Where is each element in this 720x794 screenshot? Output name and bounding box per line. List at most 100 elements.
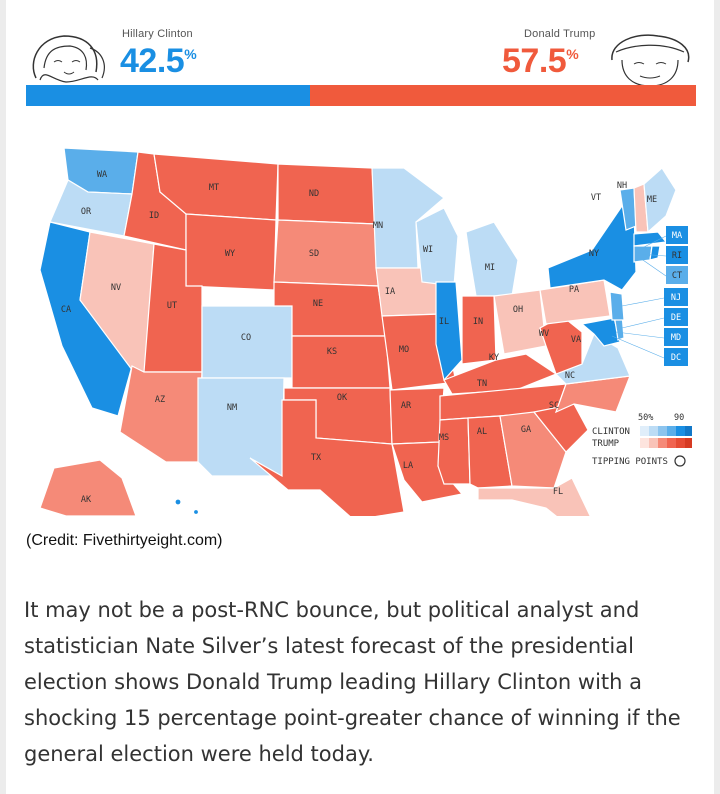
label-de: DE [671, 313, 681, 323]
label-co: CO [241, 333, 251, 343]
state-nc[interactable] [554, 375, 631, 414]
label-nc: NC [565, 371, 575, 381]
legend-clinton: CLINTON [592, 427, 630, 437]
state-md[interactable] [580, 317, 621, 347]
state-hi[interactable] [174, 498, 182, 506]
label-tn: TN [477, 379, 487, 389]
legend-trump: TRUMP [592, 439, 620, 449]
label-nh: NH [617, 181, 627, 191]
label-sc: SC [549, 401, 559, 411]
label-me: ME [647, 195, 657, 205]
state-ak[interactable] [39, 459, 137, 516]
state-ct[interactable] [633, 245, 653, 263]
state-az[interactable] [119, 365, 203, 463]
label-ma: MA [672, 231, 682, 241]
label-ks: KS [327, 347, 337, 357]
legend-scale-high: 90 [674, 413, 684, 423]
label-wv: WV [539, 329, 549, 339]
label-sd: SD [309, 249, 319, 259]
state-hi-2[interactable] [192, 508, 200, 516]
legend-trump-scale [640, 438, 692, 448]
label-mo: MO [399, 345, 409, 355]
label-md: MD [671, 333, 681, 343]
label-mn: MN [373, 221, 383, 231]
label-nm: NM [227, 403, 237, 413]
trump-name: Donald Trump [524, 28, 596, 40]
state-nm[interactable] [197, 377, 285, 477]
state-wi[interactable] [415, 207, 459, 287]
state-fl[interactable] [477, 477, 594, 516]
label-in: IN [473, 317, 483, 327]
label-ca: CA [61, 305, 71, 315]
label-fl: FL [553, 487, 563, 497]
state-wv[interactable] [539, 315, 583, 375]
state-al[interactable] [467, 415, 513, 489]
legend-tipping-points: TIPPING POINTS [592, 457, 668, 467]
left-gutter [0, 0, 6, 794]
label-mt: MT [209, 183, 219, 193]
label-or: OR [81, 207, 92, 217]
label-ky: KY [489, 353, 499, 363]
label-wi: WI [423, 245, 433, 255]
state-nd[interactable] [277, 163, 377, 225]
label-nd: ND [309, 189, 319, 199]
article-paragraph: It may not be a post-RNC bounce, but pol… [24, 598, 681, 766]
label-al: AL [477, 427, 487, 437]
callout-boxes [611, 226, 688, 366]
label-ia: IA [385, 287, 395, 297]
label-ar: AR [401, 401, 412, 411]
state-me[interactable] [643, 167, 677, 234]
clinton-portrait-icon [32, 35, 105, 83]
label-ok: OK [337, 393, 348, 403]
clinton-name: Hillary Clinton [122, 28, 193, 40]
label-va: VA [571, 335, 581, 345]
trump-bar [310, 85, 696, 106]
label-ut: UT [167, 301, 177, 311]
right-gutter [714, 0, 720, 794]
label-la: LA [403, 461, 413, 471]
legend: 50% 90 CLINTON TRUMP TIPPING POINTS [592, 413, 692, 467]
us-forecast-map: WA OR CA NV ID MT WY UT AZ CO NM ND SD N… [39, 147, 692, 516]
label-ct: CT [672, 271, 682, 281]
state-nj[interactable] [609, 291, 625, 321]
state-ks[interactable] [291, 335, 391, 389]
label-mi: MI [485, 263, 495, 273]
label-nv: NV [111, 283, 121, 293]
label-ri: RI [672, 251, 682, 261]
state-il[interactable] [435, 281, 463, 382]
label-ne: NE [313, 299, 323, 309]
label-vt: VT [591, 193, 601, 203]
state-ri[interactable] [649, 245, 661, 261]
label-ms: MS [439, 433, 449, 443]
image-caption: (Credit: Fivethirtyeight.com) [26, 532, 223, 549]
state-mi[interactable] [465, 221, 519, 297]
label-dc: DC [671, 353, 681, 363]
trump-portrait-icon [611, 34, 690, 87]
legend-scale-low: 50% [638, 413, 653, 423]
label-id: ID [149, 211, 159, 221]
label-az: AZ [155, 395, 165, 405]
label-il: IL [439, 317, 449, 327]
state-ms[interactable] [437, 417, 471, 485]
state-oh[interactable] [493, 289, 547, 355]
clinton-percent: 42.5% [120, 42, 197, 80]
state-tx[interactable] [249, 399, 405, 516]
label-ny: NY [589, 249, 599, 259]
label-nj: NJ [671, 293, 681, 303]
legend-clinton-scale [640, 426, 692, 436]
state-ar[interactable] [389, 387, 445, 445]
label-ga: GA [521, 425, 531, 435]
clinton-bar [26, 85, 310, 106]
forecast-figure: Hillary Clinton 42.5% Donald Trump 57.5% [26, 24, 696, 516]
trump-percent: 57.5% [502, 42, 579, 80]
state-sd[interactable] [273, 219, 379, 287]
label-ak: AK [81, 495, 92, 505]
label-oh: OH [513, 305, 523, 315]
label-tx: TX [311, 453, 322, 463]
state-ny[interactable] [547, 205, 637, 291]
label-wy: WY [225, 249, 235, 259]
state-ga[interactable] [499, 411, 567, 489]
tipping-point-icon [674, 455, 686, 467]
label-wa: WA [97, 170, 107, 180]
label-pa: PA [569, 285, 579, 295]
